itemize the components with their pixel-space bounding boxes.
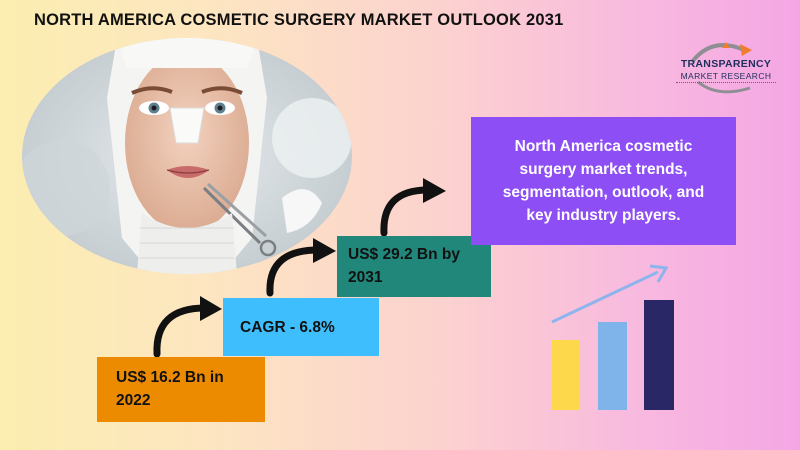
stat-2031-line2: 2031	[348, 269, 383, 286]
logo-text-secondary: MARKET RESEARCH	[680, 71, 772, 81]
stat-box-2031: US$ 29.2 Bn by 2031	[337, 236, 491, 297]
logo-tagline-rule	[676, 82, 776, 85]
curved-arrow-icon	[380, 178, 446, 237]
summary-line1: North America cosmetic	[514, 138, 693, 155]
stat-2022-line1: US$ 16.2 Bn in	[116, 369, 224, 386]
page-title: NORTH AMERICA COSMETIC SURGERY MARKET OU…	[34, 11, 564, 29]
growth-bar-medium	[598, 322, 627, 410]
logo-text-primary: TRANSPARENCY	[680, 58, 772, 70]
trend-arrow-head	[649, 264, 669, 283]
summary-line4: key industry players.	[526, 207, 681, 224]
hero-photo	[22, 38, 352, 274]
stat-2022-line2: 2022	[116, 392, 151, 409]
stat-2031-line1: US$ 29.2 Bn by	[348, 246, 460, 263]
company-logo: TRANSPARENCY MARKET RESEARCH	[670, 40, 780, 102]
summary-line2: surgery market trends,	[519, 161, 688, 178]
growth-bar-short	[552, 340, 580, 410]
growth-bar-tall	[644, 300, 674, 410]
trend-arrow	[551, 270, 659, 324]
curved-arrow-icon	[153, 296, 222, 358]
stat-cagr-line1: CAGR - 6.8%	[240, 319, 335, 336]
summary-box: North America cosmetic surgery market tr…	[471, 117, 736, 245]
growth-chart-icon	[540, 260, 685, 415]
logo-swoosh-icon	[690, 42, 752, 94]
stat-box-cagr: CAGR - 6.8%	[223, 298, 379, 356]
summary-line3: segmentation, outlook, and	[502, 184, 705, 201]
stat-box-2022: US$ 16.2 Bn in 2022	[97, 357, 265, 422]
